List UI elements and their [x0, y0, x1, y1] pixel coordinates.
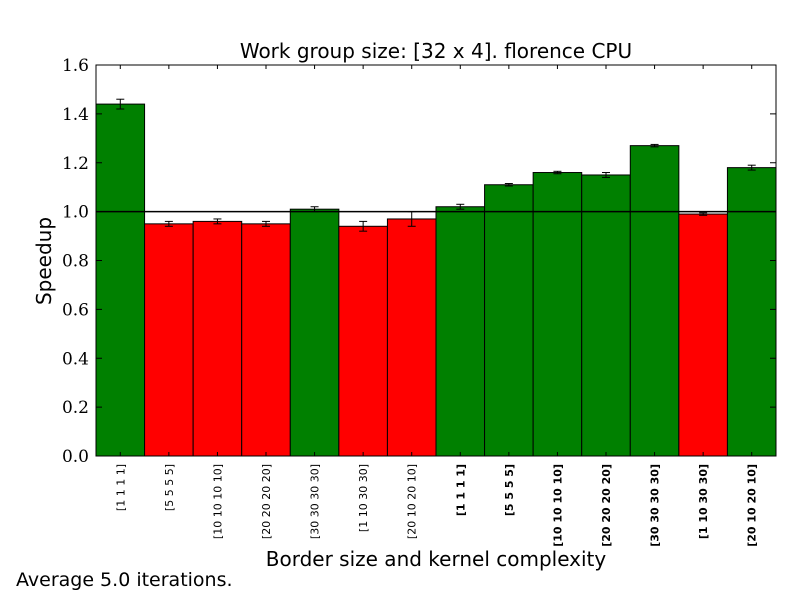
x-axis-label: Border size and kernel complexity: [266, 547, 607, 571]
error-bar-3: [262, 220, 270, 227]
x-tick-label-8: [5 5 5 5]: [503, 464, 516, 516]
x-tick-label-1: [5 5 5 5]: [163, 464, 176, 511]
bar-0: [95, 103, 146, 457]
error-bar-2: [213, 218, 222, 225]
x-tick-label-11: [30 30 30 30]: [649, 464, 662, 547]
y-axis-label: Speedup: [32, 217, 56, 305]
error-bar-0: [116, 98, 125, 110]
x-tick-label-10: [20 20 20 20]: [600, 464, 613, 547]
bar-4: [289, 208, 340, 457]
error-bar-6: [407, 211, 416, 227]
bar-7: [435, 206, 486, 457]
bar-12: [678, 213, 728, 457]
y-tick-label-8: 1.6: [62, 56, 89, 76]
bar-13: [726, 167, 777, 457]
x-tick-label-7: [1 1 1 1]: [454, 464, 467, 516]
error-bar-13: [747, 164, 756, 171]
bar-10: [581, 174, 631, 457]
bars-group: [95, 103, 777, 457]
bar-8: [484, 184, 534, 457]
x-tick-label-4: [30 30 30 30]: [309, 464, 322, 539]
x-tick-label-13: [20 10 20 10]: [746, 464, 759, 547]
chart-title: Work group size: [32 x 4]. florence CPU: [240, 39, 632, 63]
error-bar-1: [164, 220, 173, 227]
bar-9: [532, 172, 583, 457]
y-tick-label-3: 0.6: [62, 300, 89, 320]
y-tick-label-5: 1.0: [62, 203, 89, 223]
error-bar-10: [602, 172, 610, 178]
x-axis-ticks: [1 1 1 1] [5 5 5 5] [10 10 10 10] [20 20 20…: [114, 65, 759, 547]
x-tick-label-9: [10 10 10 10]: [551, 464, 564, 547]
y-tick-label-1: 0.2: [62, 398, 89, 418]
y-tick-label-6: 1.2: [62, 154, 89, 174]
error-bar-11: [650, 143, 659, 148]
error-bar-5: [359, 220, 368, 232]
y-tick-label-0: 0.0: [62, 447, 89, 467]
error-bar-4: [310, 206, 319, 213]
x-tick-label-0: [1 1 1 1]: [114, 464, 127, 511]
iterations-footnote: Average 5.0 iterations.: [16, 569, 233, 591]
x-tick-label-5: [1 10 30 30]: [357, 464, 370, 532]
error-bar-12: [699, 212, 708, 216]
x-tick-label-2: [10 10 10 10]: [211, 464, 224, 539]
y-axis-ticks: 0.0 0.2 0.4 0.6 0.8 1.0 1.2 1.4 1.6: [62, 56, 776, 467]
x-tick-label-6: [20 10 20 10]: [406, 464, 419, 539]
bar-3: [241, 223, 291, 457]
error-bars-group: [116, 98, 756, 232]
bar-5: [338, 225, 388, 457]
x-tick-label-12: [1 10 30 30]: [697, 464, 710, 539]
bar-2: [192, 220, 243, 457]
error-bar-7: [456, 203, 465, 210]
y-tick-label-7: 1.4: [62, 105, 89, 125]
bar-1: [144, 223, 194, 457]
x-tick-label-3: [20 20 20 20]: [260, 464, 273, 539]
bar-11: [629, 145, 680, 457]
y-tick-label-2: 0.4: [62, 349, 89, 369]
error-bar-8: [504, 183, 513, 187]
error-bar-9: [553, 170, 562, 175]
y-tick-label-4: 0.8: [62, 252, 89, 272]
bar-6: [386, 218, 437, 457]
